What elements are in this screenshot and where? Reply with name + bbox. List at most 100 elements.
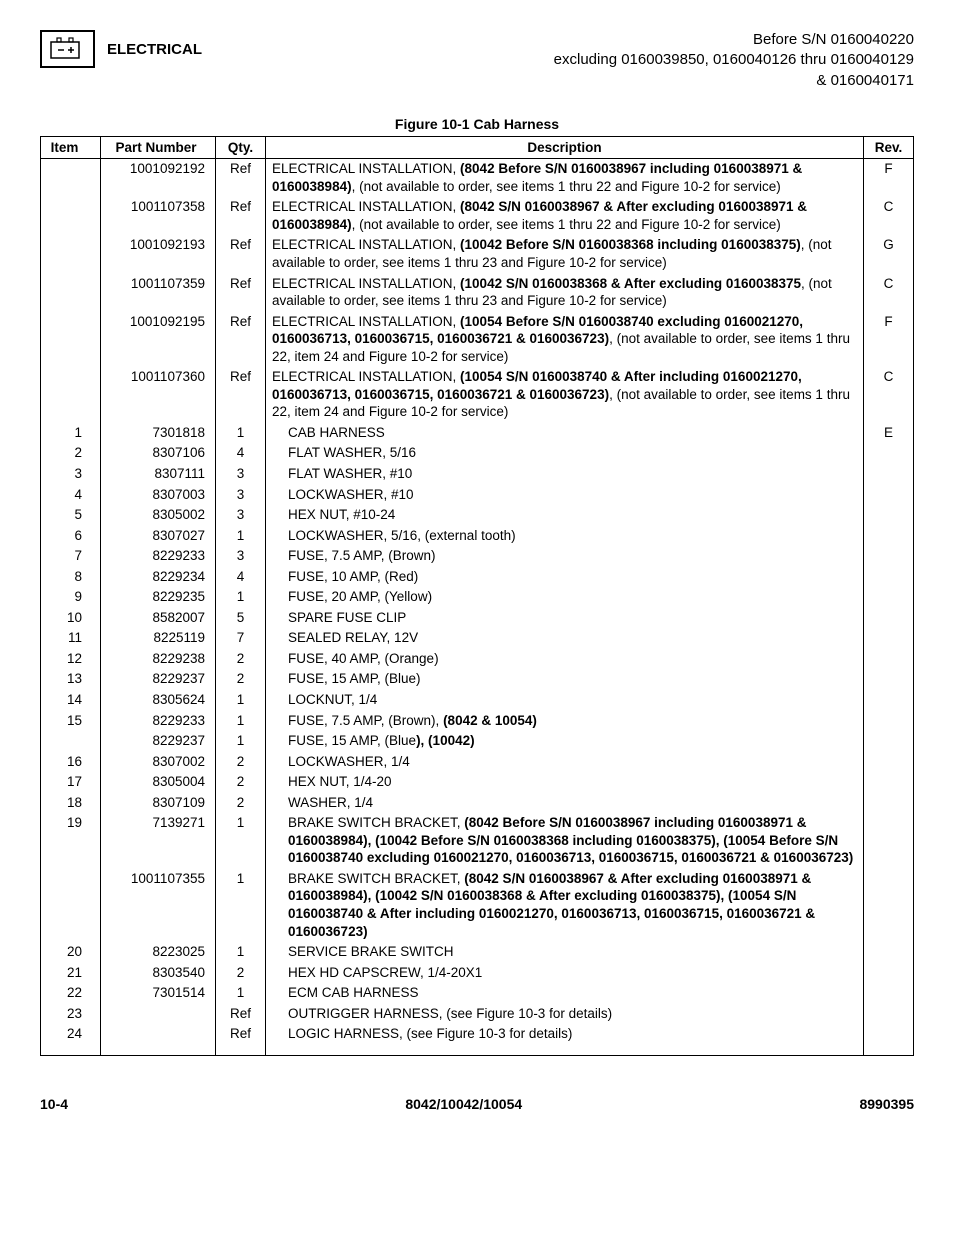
cell-description: ECM CAB HARNESS	[266, 983, 864, 1004]
cell-part-number: 8229233	[101, 710, 216, 731]
cell-item: 10	[41, 607, 101, 628]
cell-qty: Ref	[216, 1003, 266, 1024]
cell-part-number: 8582007	[101, 607, 216, 628]
cell-qty: 2	[216, 669, 266, 690]
cell-item: 20	[41, 942, 101, 963]
cell-qty: 1	[216, 868, 266, 941]
cell-description: ELECTRICAL INSTALLATION, (10042 Before S…	[266, 235, 864, 273]
cell-part-number: 8305002	[101, 505, 216, 526]
cell-qty: 2	[216, 751, 266, 772]
cell-part-number: 8225119	[101, 628, 216, 649]
cell-qty: 1	[216, 813, 266, 869]
cell-part-number: 1001107360	[101, 367, 216, 423]
cell-rev	[864, 792, 914, 813]
page-header: ELECTRICAL Before S/N 0160040220 excludi…	[40, 30, 914, 91]
cell-item: 17	[41, 772, 101, 793]
table-row: 1282292382FUSE, 40 AMP, (Orange)	[41, 648, 914, 669]
table-row: 2082230251SERVICE BRAKE SWITCH	[41, 942, 914, 963]
cell-description: LOCKWASHER, 1/4	[266, 751, 864, 772]
cell-rev	[864, 505, 914, 526]
cell-description: FLAT WASHER, 5/16	[266, 443, 864, 464]
cell-description: BRAKE SWITCH BRACKET, (8042 Before S/N 0…	[266, 813, 864, 869]
footer-center: 8042/10042/10054	[405, 1096, 522, 1112]
table-row: 1085820075SPARE FUSE CLIP	[41, 607, 914, 628]
cell-qty: 1	[216, 690, 266, 711]
cell-item: 21	[41, 962, 101, 983]
cell-rev	[864, 751, 914, 772]
cell-part-number: 8303540	[101, 962, 216, 983]
table-row: 1182251197SEALED RELAY, 12V	[41, 628, 914, 649]
cell-item: 2	[41, 443, 101, 464]
cell-rev	[864, 443, 914, 464]
cell-item: 22	[41, 983, 101, 1004]
cell-rev	[864, 868, 914, 941]
cell-part-number: 1001092193	[101, 235, 216, 273]
table-row: 1483056241LOCKNUT, 1/4	[41, 690, 914, 711]
cell-rev	[864, 525, 914, 546]
table-row: 683070271LOCKWASHER, 5/16, (external too…	[41, 525, 914, 546]
cell-description: ELECTRICAL INSTALLATION, (8042 Before S/…	[266, 158, 864, 197]
parts-table: Item Part Number Qty. Description Rev. 1…	[40, 136, 914, 1056]
cell-rev	[864, 669, 914, 690]
cell-part-number: 8307003	[101, 484, 216, 505]
table-row: 1683070022LOCKWASHER, 1/4	[41, 751, 914, 772]
table-row: 283071064FLAT WASHER, 5/16	[41, 443, 914, 464]
cell-qty: 1	[216, 525, 266, 546]
cell-qty: Ref	[216, 311, 266, 367]
cell-description: FUSE, 7.5 AMP, (Brown), (8042 & 10054)	[266, 710, 864, 731]
col-header-rev: Rev.	[864, 136, 914, 158]
cell-rev	[864, 710, 914, 731]
cell-qty: Ref	[216, 197, 266, 235]
cell-description: LOCKNUT, 1/4	[266, 690, 864, 711]
cell-part-number: 8305624	[101, 690, 216, 711]
cell-qty: Ref	[216, 1024, 266, 1056]
cell-part-number	[101, 1024, 216, 1056]
cell-item	[41, 197, 101, 235]
cell-qty: 4	[216, 566, 266, 587]
footer-right: 8990395	[859, 1096, 914, 1112]
cell-part-number	[101, 1003, 216, 1024]
cell-description: BRAKE SWITCH BRACKET, (8042 S/N 01600389…	[266, 868, 864, 941]
cell-rev	[864, 628, 914, 649]
cell-description: LOCKWASHER, #10	[266, 484, 864, 505]
cell-item: 6	[41, 525, 101, 546]
col-header-item: Item	[41, 136, 101, 158]
table-row: 10011073551BRAKE SWITCH BRACKET, (8042 S…	[41, 868, 914, 941]
table-row: 173018181CAB HARNESSE	[41, 422, 914, 443]
cell-rev: F	[864, 311, 914, 367]
cell-rev	[864, 731, 914, 752]
cell-item: 14	[41, 690, 101, 711]
header-note: Before S/N 0160040220 excluding 01600398…	[554, 30, 914, 91]
cell-description: ELECTRICAL INSTALLATION, (10042 S/N 0160…	[266, 273, 864, 311]
figure-title: Figure 10-1 Cab Harness	[40, 116, 914, 132]
cell-item: 18	[41, 792, 101, 813]
cell-rev	[864, 942, 914, 963]
cell-item	[41, 311, 101, 367]
cell-part-number: 1001092192	[101, 158, 216, 197]
cell-description: FUSE, 15 AMP, (Blue), (10042)	[266, 731, 864, 752]
cell-description: WASHER, 1/4	[266, 792, 864, 813]
cell-rev: E	[864, 422, 914, 443]
table-row: 383071113FLAT WASHER, #10	[41, 464, 914, 485]
table-row: 882292344FUSE, 10 AMP, (Red)	[41, 566, 914, 587]
cell-description: HEX NUT, #10-24	[266, 505, 864, 526]
cell-rev	[864, 566, 914, 587]
table-row: 982292351FUSE, 20 AMP, (Yellow)	[41, 587, 914, 608]
cell-qty: Ref	[216, 273, 266, 311]
cell-item: 19	[41, 813, 101, 869]
table-row: 583050023HEX NUT, #10-24	[41, 505, 914, 526]
cell-part-number: 8307111	[101, 464, 216, 485]
cell-rev	[864, 546, 914, 567]
cell-rev: F	[864, 158, 914, 197]
table-row: 2183035402HEX HD CAPSCREW, 1/4-20X1	[41, 962, 914, 983]
cell-part-number: 8307027	[101, 525, 216, 546]
page-footer: 10-4 8042/10042/10054 8990395	[40, 1096, 914, 1112]
cell-part-number: 8223025	[101, 942, 216, 963]
table-row: 1001092195RefELECTRICAL INSTALLATION, (1…	[41, 311, 914, 367]
cell-description: FLAT WASHER, #10	[266, 464, 864, 485]
cell-part-number: 8307106	[101, 443, 216, 464]
electrical-icon	[40, 30, 95, 68]
cell-item: 5	[41, 505, 101, 526]
cell-item	[41, 235, 101, 273]
cell-rev	[864, 983, 914, 1004]
